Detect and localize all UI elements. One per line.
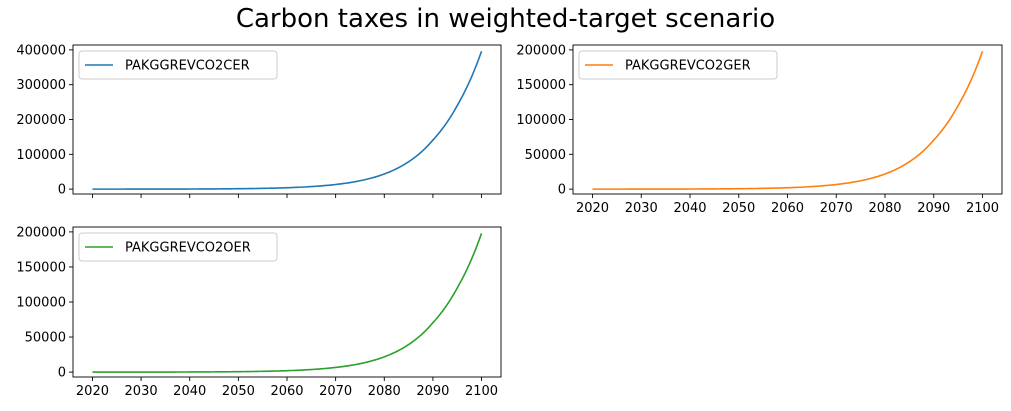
subplot-3: 2020 2030 2040 2050 2060 2070 2080 2090 2100 0 500…: [16, 225, 502, 399]
x-tick-label: 2040: [173, 384, 206, 399]
series-line-pakggrevco2cer: [92, 50, 483, 190]
legend-box: [78, 232, 278, 262]
subplot-1: 0 100000 200000 300000 400000 PAKGGREVCO2CER: [16, 43, 502, 198]
legend-label: PAKGGREVCO2OER: [125, 241, 251, 256]
x-tick-label: 2020: [76, 384, 109, 399]
figure-title: Carbon taxes in weighted-target scenario: [235, 4, 776, 34]
x-tick-label: 2030: [625, 201, 658, 216]
legend-label: PAKGGREVCO2GER: [625, 59, 751, 74]
x-tick-label: 2080: [368, 384, 401, 399]
x-tick-label: 2090: [416, 384, 449, 399]
y-tick-label: 50000: [525, 148, 566, 163]
x-tick-label: 2070: [820, 201, 853, 216]
legend-box: [578, 50, 778, 80]
y-tick-label: 150000: [16, 260, 66, 275]
x-tick-label: 2060: [270, 384, 303, 399]
x-tick-label: 2050: [222, 384, 255, 399]
y-tick-label: 0: [558, 183, 566, 198]
subplot-2: 2020 2030 2040 2050 2060 2070 2080 2090 2100 0 500…: [516, 43, 1003, 216]
x-tick-label: 2030: [125, 384, 158, 399]
x-tick-label: 2070: [319, 384, 352, 399]
legend-label: PAKGGREVCO2CER: [125, 59, 250, 74]
y-tick-label: 0: [58, 183, 66, 198]
y-tick-label: 300000: [16, 78, 66, 93]
y-tick-label: 400000: [16, 43, 66, 58]
y-tick-label: 100000: [16, 148, 66, 163]
legend-box: [78, 50, 278, 80]
y-tick-label: 50000: [25, 331, 66, 346]
y-tick-label: 100000: [16, 296, 66, 311]
x-tick-label: 2040: [673, 201, 706, 216]
y-tick-label: 200000: [16, 113, 66, 128]
y-tick-label: 200000: [16, 225, 66, 240]
x-tick-label: 2100: [465, 384, 498, 399]
y-tick-label: 150000: [516, 78, 566, 93]
y-tick-label: 100000: [516, 113, 566, 128]
y-tick-label: 200000: [516, 43, 566, 58]
x-tick-label: 2090: [917, 201, 950, 216]
x-tick-label: 2020: [576, 201, 609, 216]
series-line-pakggrevco2oer: [92, 233, 483, 373]
x-tick-label: 2060: [771, 201, 804, 216]
x-tick-label: 2100: [966, 201, 999, 216]
x-tick-label: 2080: [868, 201, 901, 216]
series-line-pakggrevco2ger: [592, 50, 984, 190]
y-tick-label: 0: [58, 366, 66, 381]
x-tick-label: 2050: [722, 201, 755, 216]
